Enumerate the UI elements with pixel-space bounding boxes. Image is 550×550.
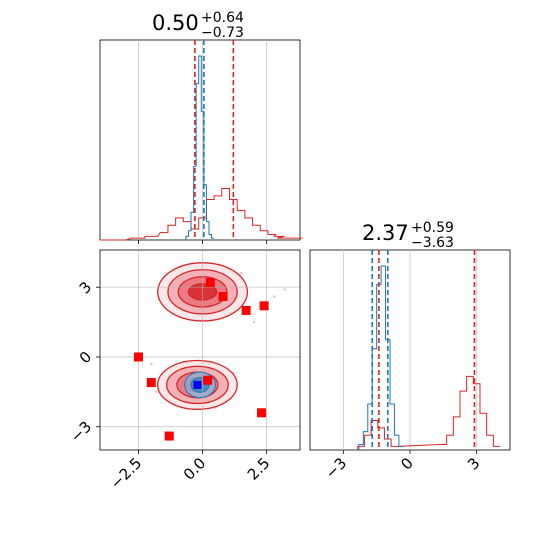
hist1-title-main: 0.50 — [152, 11, 199, 35]
red-marker-6 — [203, 375, 213, 385]
joint-panel: −2.5 0.0 2.5 3 0 −3 — [67, 249, 301, 493]
hist1-grid — [138, 40, 268, 244]
joint-x-tick-label-1: 0.0 — [180, 454, 210, 484]
joint-x-tick-label-2: 2.5 — [244, 454, 274, 484]
hist2-grid — [342, 250, 478, 454]
hist2-blue-hist — [358, 265, 404, 450]
hist1-quantile-lines — [194, 40, 235, 240]
joint-markers — [133, 278, 269, 441]
hist2-tick-label-0: −3 — [322, 454, 350, 482]
joint-y-tick-label-1: 0 — [76, 348, 95, 367]
hist1-title: 0.50 +0.64 −0.73 — [152, 10, 244, 41]
joint-sample-dot-11 — [150, 362, 153, 366]
joint-x-tick-label-0: −2.5 — [107, 454, 145, 492]
joint-contours — [150, 262, 286, 410]
hist1-blue-series — [185, 55, 215, 240]
hist2-tick-label-2: 3 — [464, 454, 483, 473]
hist2-title-sub: −3.63 — [411, 235, 454, 251]
hist1-title-sub: −0.73 — [201, 25, 244, 41]
hist2-tick-label-1: 0 — [397, 454, 416, 473]
hist1-blue-hist — [185, 55, 215, 240]
joint-sample-dot-6 — [273, 295, 276, 298]
red-marker-0 — [205, 278, 215, 288]
hist-panel-param2: 2.37 +0.59 −3.63 −3 0 3 — [309, 220, 511, 482]
hist2-title: 2.37 +0.59 −3.63 — [362, 220, 454, 251]
joint-y-ticks: 3 0 −3 — [67, 278, 100, 446]
hist2-red-series — [357, 375, 500, 450]
hist2-quantile-lines — [371, 250, 476, 450]
red-marker-5 — [146, 378, 156, 388]
hist2-red-hist — [357, 375, 500, 450]
joint-sample-dot-9 — [239, 272, 243, 275]
joint-x-ticks: −2.5 0.0 2.5 — [107, 450, 274, 493]
hist1-red-hist — [100, 187, 303, 241]
red-marker-1 — [218, 292, 228, 302]
joint-frame — [99, 249, 301, 451]
joint-sample-dot-5 — [252, 320, 256, 324]
hist2-blue-series — [358, 265, 404, 450]
joint-sample-dot-1 — [155, 390, 158, 394]
red-marker-4 — [133, 352, 143, 362]
joint-y-tick-label-2: −3 — [67, 418, 95, 446]
red-marker-2 — [241, 305, 251, 315]
hist2-x-ticks: −3 0 3 — [322, 454, 484, 482]
hist2-title-main: 2.37 — [362, 221, 409, 245]
red-marker-3 — [259, 301, 269, 311]
joint-grid — [100, 250, 300, 450]
hist1-title-sup: +0.64 — [201, 10, 244, 26]
hist-panel-param1: 0.50 +0.64 −0.73 — [99, 10, 303, 244]
joint-sample-dot-10 — [283, 288, 286, 291]
hist1-red-series — [100, 187, 303, 241]
blue-marker — [193, 380, 202, 389]
hist1-frame — [99, 39, 301, 241]
red-marker-7 — [257, 408, 267, 418]
joint-y-tick-label-0: 3 — [76, 278, 95, 297]
hist2-title-sup: +0.59 — [411, 220, 454, 236]
red-marker-8 — [164, 431, 174, 441]
